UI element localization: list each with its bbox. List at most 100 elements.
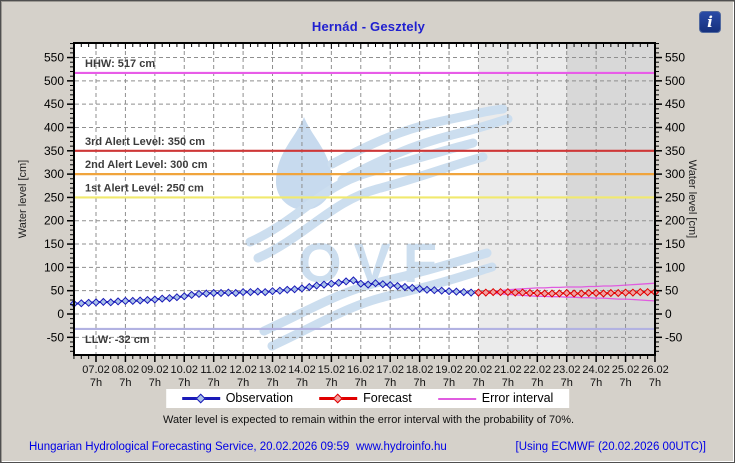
svg-text:500: 500 (44, 74, 64, 88)
wave-icon (267, 262, 497, 351)
svg-text:7h: 7h (178, 377, 190, 389)
svg-text:7h: 7h (561, 377, 573, 389)
svg-text:400: 400 (44, 120, 64, 134)
svg-text:100: 100 (665, 260, 685, 274)
svg-text:0: 0 (665, 307, 672, 321)
svg-text:16.02: 16.02 (347, 364, 375, 376)
refline-label-alert-2nd: 2nd Alert Level: 300 cm (85, 159, 208, 171)
svg-text:17.02: 17.02 (376, 364, 404, 376)
svg-text:150: 150 (44, 237, 64, 251)
svg-text:250: 250 (44, 190, 64, 204)
axis-ticks (67, 43, 662, 362)
svg-text:7h: 7h (237, 377, 249, 389)
svg-text:350: 350 (44, 144, 64, 158)
svg-text:100: 100 (44, 260, 64, 274)
refline-label-alert-3rd: 3rd Alert Level: 350 cm (85, 136, 205, 148)
legend-label: Forecast (363, 391, 412, 406)
svg-text:7h: 7h (384, 377, 396, 389)
svg-text:25.02: 25.02 (612, 364, 640, 376)
legend-label: Error interval (481, 391, 554, 406)
svg-text:20.02: 20.02 (465, 364, 493, 376)
svg-text:10.02: 10.02 (170, 364, 198, 376)
svg-text:22.02: 22.02 (524, 364, 552, 376)
svg-text:23.02: 23.02 (553, 364, 581, 376)
svg-text:200: 200 (665, 214, 685, 228)
page-title: Hernád - Gesztely (311, 19, 426, 34)
svg-text:7h: 7h (590, 377, 602, 389)
legend-swatch (319, 393, 358, 404)
svg-text:7h: 7h (355, 377, 367, 389)
svg-text:7h: 7h (649, 377, 661, 389)
svg-text:300: 300 (44, 167, 64, 181)
chart-overlay: HHW: 517 cm 3rd Alert Level: 350 cm 2nd Al… (17, 42, 698, 389)
svg-text:7h: 7h (619, 377, 631, 389)
svg-text:07.02: 07.02 (82, 364, 110, 376)
chart-underlay (74, 43, 655, 355)
water-drop-icon (276, 117, 332, 210)
svg-text:14.02: 14.02 (288, 364, 316, 376)
svg-text:7h: 7h (119, 377, 131, 389)
wave-icon (327, 104, 508, 169)
legend-item-error-interval: Error interval (437, 391, 554, 406)
service-timestamp-text: Hungarian Hydrological Forecasting Servi… (29, 441, 350, 453)
svg-text:50: 50 (665, 284, 679, 298)
svg-text:350: 350 (665, 144, 685, 158)
svg-text:450: 450 (665, 97, 685, 111)
legend-label: Observation (225, 391, 294, 406)
svg-text:-50: -50 (47, 330, 65, 344)
legend-swatch (181, 393, 220, 404)
legend-item-observation: Observation (181, 391, 294, 406)
svg-text:550: 550 (44, 51, 64, 65)
svg-text:7h: 7h (325, 377, 337, 389)
plot-border (73, 42, 656, 356)
svg-text:300: 300 (665, 167, 685, 181)
svg-text:7h: 7h (266, 377, 278, 389)
svg-text:26.02: 26.02 (641, 364, 669, 376)
svg-text:21.02: 21.02 (494, 364, 522, 376)
chart-legend: Observation Forecast Error interval (165, 389, 570, 408)
svg-text:7h: 7h (443, 377, 455, 389)
wave-icon (337, 114, 513, 185)
svg-text:09.02: 09.02 (141, 364, 169, 376)
svg-text:550: 550 (665, 51, 685, 65)
reference-lines: HHW: 517 cm 3rd Alert Level: 350 cm 2nd Al… (74, 58, 655, 346)
svg-text:7h: 7h (531, 377, 543, 389)
svg-text:18.02: 18.02 (406, 364, 434, 376)
series-observation (69, 276, 483, 308)
region-forecast-near (478, 43, 567, 355)
svg-text:7h: 7h (472, 377, 484, 389)
svg-text:11.02: 11.02 (200, 364, 227, 376)
svg-text:19.02: 19.02 (435, 364, 463, 376)
svg-text:500: 500 (665, 74, 685, 88)
svg-text:7h: 7h (90, 377, 102, 389)
legend-item-forecast: Forecast (319, 392, 412, 405)
x-tick-labels: 07.027h08.027h09.027h10.027h11.027h12.02… (82, 364, 669, 389)
region-forecast-far (566, 43, 655, 355)
refline-label-llw: LLW: -32 cm (85, 334, 150, 346)
hydroinfo-link[interactable]: www.hydroinfo.hu (356, 441, 447, 453)
svg-text:50: 50 (51, 284, 65, 298)
svg-text:-50: -50 (665, 330, 683, 344)
refline-label-hhw: HHW: 517 cm (85, 58, 155, 70)
y-tick-labels: -50 -50 0 0 50 50 100 100 150 150 200 200 250 250 300 3… (44, 51, 685, 345)
svg-text:13.02: 13.02 (259, 364, 287, 376)
probability-note: Water level is expected to remain within… (162, 414, 575, 426)
svg-text:250: 250 (665, 190, 685, 204)
info-icon[interactable]: i (699, 11, 721, 33)
legend-swatch (437, 394, 476, 403)
svg-text:450: 450 (44, 97, 64, 111)
svg-text:400: 400 (665, 120, 685, 134)
svg-text:7h: 7h (296, 377, 308, 389)
svg-text:0: 0 (57, 307, 64, 321)
footer-bar: Hungarian Hydrological Forecasting Servi… (1, 441, 734, 457)
svg-text:15.02: 15.02 (318, 364, 346, 376)
svg-text:7h: 7h (502, 377, 514, 389)
svg-text:200: 200 (44, 214, 64, 228)
model-source-text: [Using ECMWF (20.02.2026 00UTC)] (515, 441, 706, 453)
svg-text:7h: 7h (149, 377, 161, 389)
svg-text:7h: 7h (413, 377, 425, 389)
refline-label-alert-1st: 1st Alert Level: 250 cm (85, 182, 204, 194)
y-axis-label-left: Water level [cm] (17, 160, 29, 238)
